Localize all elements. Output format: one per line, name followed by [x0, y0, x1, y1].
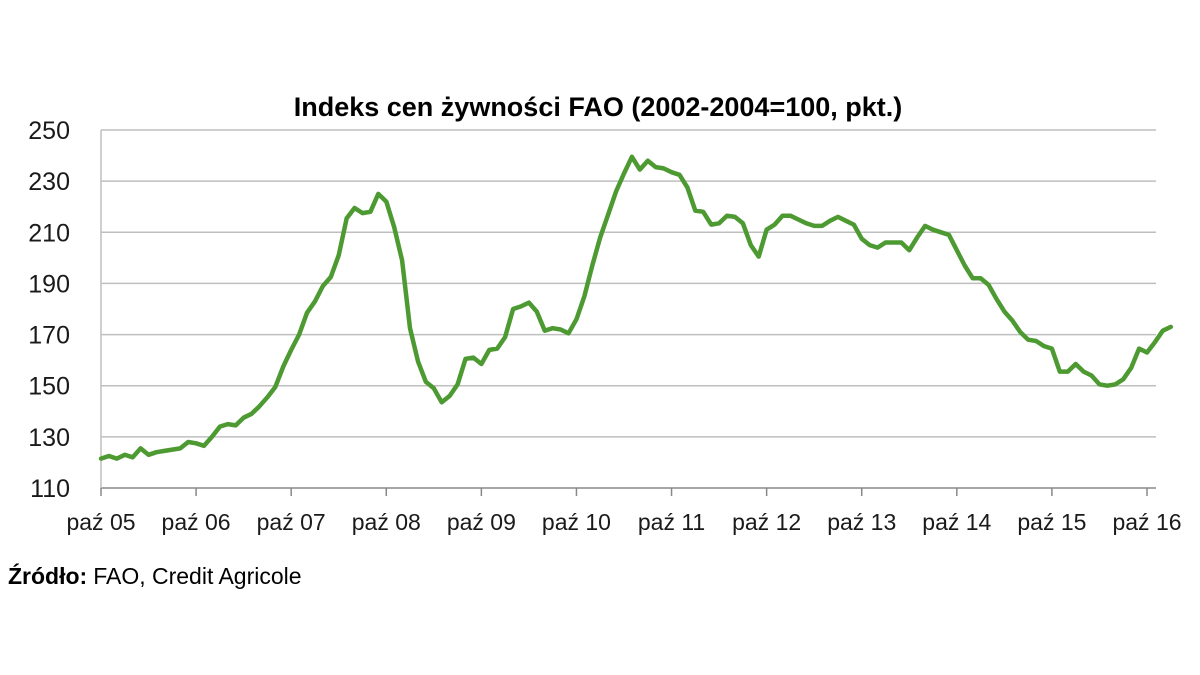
- x-tick-label: paź 08: [352, 509, 421, 535]
- x-tick-label: paź 09: [447, 509, 516, 535]
- source-text: FAO, Credit Agricole: [93, 563, 302, 589]
- fao-food-price-chart: Indeks cen żywności FAO (2002-2004=100, …: [28, 92, 1182, 535]
- x-tick-label: paź 12: [732, 509, 801, 535]
- series-line: [98, 154, 1174, 461]
- x-axis: paź 05 paź 06 paź 07 paź 08 paź 09 paź 10 paź …: [66, 130, 1182, 535]
- y-axis-ticks: 110 130 150 170 190 210 230 250: [28, 117, 70, 503]
- y-tick-label: 190: [28, 270, 70, 298]
- x-tick-label: paź 14: [922, 509, 991, 535]
- x-tick-label: paź 16: [1112, 509, 1181, 535]
- x-tick-label: paź 11: [638, 509, 705, 535]
- gridlines: [101, 129, 1156, 438]
- x-tick-label: paź 10: [542, 509, 611, 535]
- x-tick-label: paź 07: [257, 509, 326, 535]
- y-tick-label: 170: [28, 322, 70, 350]
- y-tick-label: 230: [28, 168, 70, 196]
- y-tick-label: 130: [28, 424, 70, 452]
- x-tick-label: paź 15: [1017, 509, 1086, 535]
- series-group: [98, 154, 1174, 461]
- y-tick-label: 150: [28, 373, 70, 401]
- x-tick-label: paź 13: [827, 509, 896, 535]
- y-tick-label: 250: [28, 117, 70, 145]
- source-label: Źródło:: [8, 563, 88, 589]
- chart-title: Indeks cen żywności FAO (2002-2004=100, …: [294, 92, 903, 122]
- x-tick-label: paź 05: [66, 509, 135, 535]
- y-tick-label: 210: [28, 219, 70, 247]
- y-tick-label: 110: [30, 475, 70, 503]
- x-tick-label: paź 06: [162, 509, 231, 535]
- source-note: Źródło: FAO, Credit Agricole: [8, 563, 302, 590]
